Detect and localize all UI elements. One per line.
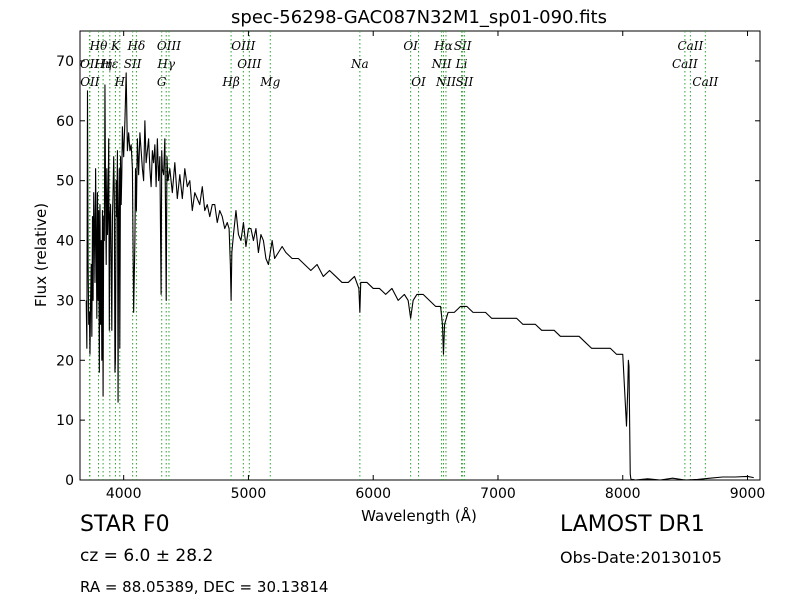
x-axis-label: Wavelength (Å) (361, 506, 477, 525)
survey-name: LAMOST DR1 (560, 512, 705, 537)
line-marker-label: Hθ (89, 39, 108, 53)
y-tick-label: 0 (65, 473, 74, 489)
line-marker-label: OI (411, 75, 426, 89)
x-tick-label: 6000 (355, 486, 391, 502)
redshift-value: cz = 6.0 ± 28.2 (80, 546, 214, 566)
axis-ticks: 4000 5000 6000 7000 8000 9000 0 10 20 30 40 50 60 70 (56, 31, 765, 502)
plot-frame (79, 30, 761, 481)
line-marker-label: Hδ (127, 39, 146, 53)
x-tick-label: 8000 (605, 486, 641, 502)
line-marker-label: Li (455, 57, 468, 71)
line-marker-label: Mg (259, 75, 280, 89)
line-marker-label: OII (80, 75, 100, 89)
observation-date: Obs-Date:20130105 (560, 548, 722, 567)
line-marker-label: G (157, 75, 167, 89)
y-axis-label: Flux (relative) (32, 203, 50, 307)
y-tick-label: 30 (56, 293, 74, 309)
line-marker-label: Hη (93, 57, 112, 71)
line-marker-label: SII (456, 75, 474, 89)
y-tick-label: 10 (56, 413, 74, 429)
line-marker-label: OI (403, 39, 418, 53)
x-tick-label: 7000 (480, 486, 516, 502)
line-marker-label: SII (124, 57, 142, 71)
line-marker-label: OIII (237, 57, 261, 71)
line-marker-label: NII (435, 75, 456, 89)
y-tick-label: 50 (56, 174, 74, 190)
line-marker-label: Hγ (156, 57, 175, 71)
x-tick-label: 4000 (106, 486, 142, 502)
x-tick-label: 5000 (231, 486, 267, 502)
line-marker-label: CaII (692, 75, 718, 89)
line-marker-label: H (114, 75, 126, 89)
y-tick-label: 70 (56, 54, 74, 70)
line-marker-label: OIII (157, 39, 181, 53)
line-marker-label: Hβ (221, 75, 239, 89)
y-tick-label: 40 (56, 234, 74, 250)
line-marker-label: Na (350, 57, 369, 71)
line-marker-label: K (110, 39, 121, 53)
spectrum-series-line (85, 72, 754, 481)
line-marker-label: NII (431, 57, 452, 71)
line-marker-label: Hα (433, 39, 453, 53)
sky-coordinates: RA = 88.05389, DEC = 30.13814 (80, 578, 329, 596)
chart-title: spec-56298-GAC087N32M1_sp01-090.fits (231, 7, 607, 28)
line-marker-label: OIII (231, 39, 255, 53)
line-marker-label: SII (454, 39, 472, 53)
x-tick-label: 9000 (730, 486, 766, 502)
y-tick-label: 60 (56, 114, 74, 130)
y-tick-label: 20 (56, 353, 74, 369)
object-class: STAR F0 (80, 512, 170, 537)
line-marker-label: CaII (672, 57, 698, 71)
line-marker-label: CaII (677, 39, 703, 53)
line-marker-label: Hε (100, 57, 118, 71)
